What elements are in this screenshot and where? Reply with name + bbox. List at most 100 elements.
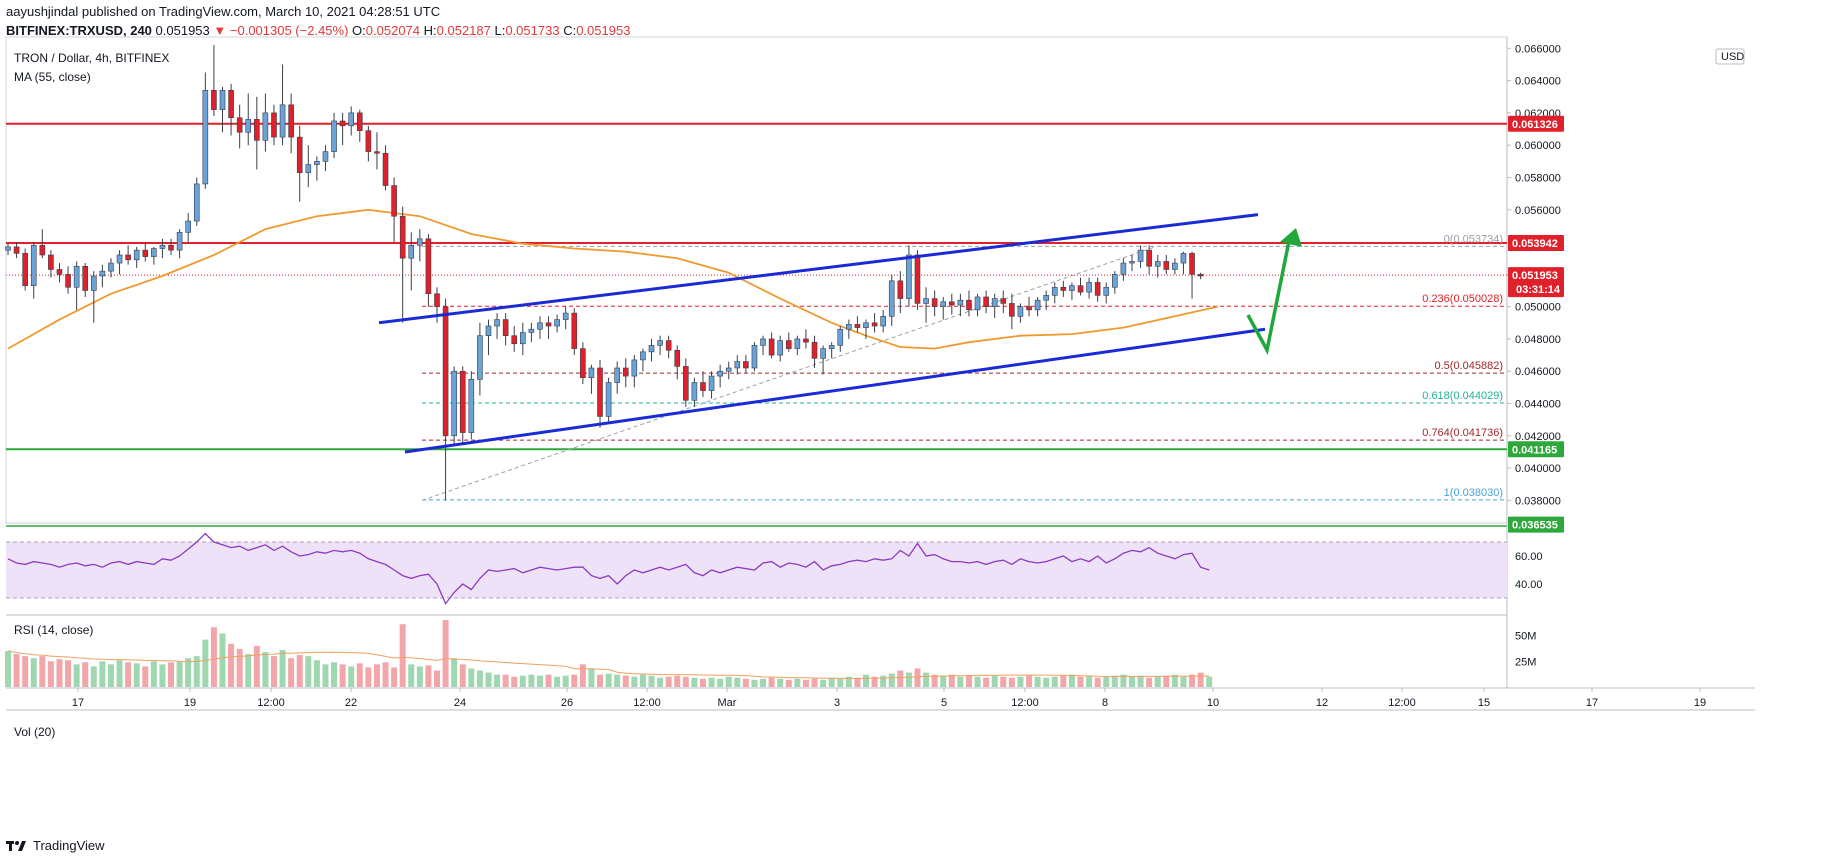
volume-bar	[82, 662, 89, 687]
candle-up	[1051, 286, 1058, 296]
candle-up	[940, 301, 947, 307]
volume-bar	[331, 662, 338, 687]
time-tick-label: 22	[345, 697, 357, 709]
candle-down	[296, 136, 303, 173]
volume-bar	[193, 656, 200, 687]
channel-lower-line	[404, 327, 1266, 454]
candle-up	[1086, 282, 1092, 293]
volume-bar	[1026, 675, 1033, 687]
volume-tick-label: 50M	[1515, 631, 1536, 643]
candle-down	[1189, 253, 1195, 275]
candle-down	[785, 340, 792, 349]
volume-bar	[1000, 676, 1007, 687]
price-tick-label: 0.040000	[1515, 463, 1561, 475]
volume-bar	[382, 662, 389, 687]
time-tick-label: 17	[1586, 697, 1598, 709]
volume-bar	[1163, 675, 1170, 687]
volume-bar	[751, 679, 758, 687]
candle-up	[1034, 299, 1041, 311]
volume-bar	[1051, 676, 1058, 687]
volume-bar	[562, 675, 569, 687]
volume-bar	[262, 652, 269, 687]
volume-bar	[1111, 675, 1118, 687]
candle-down	[142, 249, 149, 257]
publisher-name[interactable]: aayushjindal	[6, 4, 79, 19]
candle-up	[159, 244, 166, 249]
volume-bar	[1103, 676, 1110, 687]
candle-down	[365, 130, 372, 152]
volume-bar	[1137, 675, 1144, 687]
volume-bar	[1034, 676, 1041, 687]
volume-bar	[528, 674, 535, 687]
volume-bar	[1189, 674, 1196, 687]
volume-bar	[288, 658, 295, 687]
candle-up	[657, 340, 663, 346]
volume-bar	[322, 664, 329, 687]
candle-up	[760, 338, 766, 346]
volume-bar	[47, 661, 54, 687]
candle-up	[554, 319, 560, 327]
volume-bar	[502, 674, 509, 687]
candle-down	[56, 269, 63, 275]
volume-bar	[742, 678, 749, 687]
rsi-line	[7, 532, 1210, 605]
volume-bar	[725, 676, 732, 687]
publisher-line: aayushjindal published on TradingView.co…	[6, 2, 630, 21]
candle-down	[1060, 286, 1067, 291]
volume-bar	[22, 656, 29, 687]
fib-level-label: 0.618(0.044029)	[1422, 390, 1503, 402]
volume-bar	[1197, 672, 1204, 687]
volume-bar	[399, 624, 406, 687]
symbol-line: BITFINEX:TRXUSD, 240 0.051953 ▼ −0.00130…	[6, 21, 630, 40]
price-tag-box	[1508, 441, 1564, 458]
volume-bar	[674, 675, 681, 687]
volume-bar	[56, 659, 63, 687]
price-tick-label: 0.060000	[1515, 140, 1561, 152]
volume-bar	[622, 675, 629, 687]
price-tick-label: 0.046000	[1515, 366, 1561, 378]
volume-bar	[279, 649, 286, 687]
volume-bar	[305, 656, 312, 687]
high-value: 0.052187	[436, 23, 491, 38]
price-tick-label: 0.066000	[1515, 43, 1561, 55]
volume-bar	[1094, 677, 1101, 687]
price-tick-label: 0.038000	[1515, 495, 1561, 507]
time-tick-label: 12:00	[633, 697, 661, 709]
candle-up	[176, 232, 183, 251]
projection-arrow-head	[1280, 228, 1302, 247]
candle-up	[708, 375, 715, 391]
candle-down	[399, 215, 406, 259]
volume-bar	[494, 674, 501, 687]
volume-bar	[897, 670, 904, 687]
candle-up	[777, 340, 784, 356]
candle-up	[245, 119, 252, 133]
volume-bar	[116, 660, 123, 687]
symbol[interactable]: BITFINEX:TRXUSD, 240	[6, 23, 152, 38]
candle-up	[5, 246, 11, 251]
candle-up	[957, 299, 964, 306]
candle-up	[30, 244, 37, 286]
time-tick-label: 19	[184, 697, 196, 709]
volume-bar	[768, 677, 775, 687]
volume-bar	[348, 666, 355, 687]
candle-down	[1163, 261, 1170, 270]
volume-bar	[682, 676, 689, 687]
footer-brand[interactable]: TradingView	[33, 838, 105, 853]
volume-bar	[210, 627, 217, 687]
volume-bar	[485, 672, 492, 687]
candle-down	[1009, 303, 1015, 317]
candle-up	[99, 270, 106, 277]
low-value: 0.051733	[505, 23, 560, 38]
volume-bar	[1060, 675, 1067, 687]
volume-bar	[845, 676, 852, 687]
candle-up	[262, 112, 269, 141]
fib-anchor-line	[421, 246, 1156, 501]
candle-up	[640, 351, 646, 361]
price-tick-label: 0.056000	[1515, 205, 1561, 217]
volume-bar	[820, 679, 827, 687]
price-tick-label: 0.050000	[1515, 302, 1561, 314]
volume-bar	[734, 677, 741, 687]
volume-bar	[948, 674, 955, 687]
time-tick-label: 12	[1316, 697, 1328, 709]
